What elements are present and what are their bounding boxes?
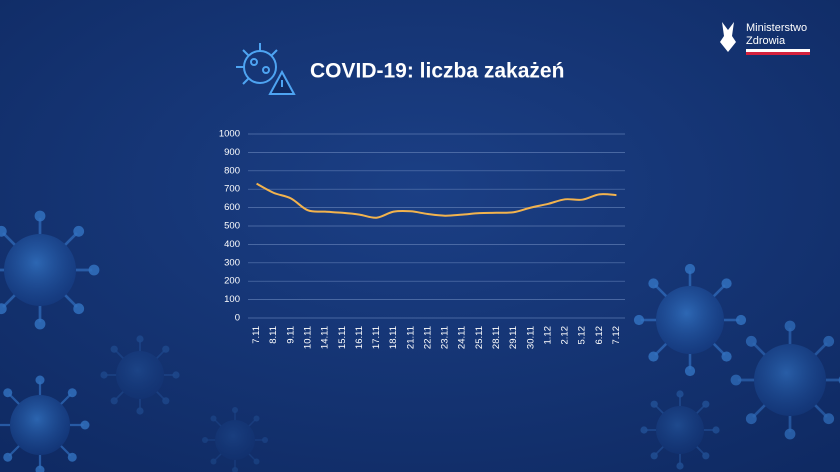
x-tick-label: 7.12 xyxy=(611,326,622,345)
x-tick-label: 8.11 xyxy=(268,326,279,344)
y-tick-label: 400 xyxy=(224,239,240,250)
data-line xyxy=(256,182,617,219)
x-tick-label: 7.11 xyxy=(251,326,262,344)
chart-title: COVID-19: liczba zakażeń xyxy=(310,60,564,83)
x-tick-label: 16.11 xyxy=(354,326,365,349)
title-icon xyxy=(236,43,296,95)
y-tick-label: 800 xyxy=(224,165,240,176)
x-tick-label: 18.11 xyxy=(388,326,399,349)
y-tick-label: 1000 xyxy=(219,129,240,140)
y-tick-label: 500 xyxy=(224,221,240,232)
logo-text: Zdrowia xyxy=(746,35,786,47)
x-tick-label: 21.11 xyxy=(405,326,416,349)
x-tick-label: 17.11 xyxy=(371,326,382,349)
x-tick-label: 23.11 xyxy=(440,326,451,349)
logo: Ministerstwo Zdrowia xyxy=(720,22,810,55)
x-tick-label: 24.11 xyxy=(457,326,468,349)
x-tick-label: 29.11 xyxy=(508,326,519,349)
x-tick-label: 15.11 xyxy=(337,326,348,349)
y-tick-label: 700 xyxy=(224,184,240,195)
x-tick-label: 5.12 xyxy=(577,326,588,345)
x-tick-label: 1.12 xyxy=(542,326,553,345)
y-tick-label: 200 xyxy=(224,276,240,287)
x-tick-label: 10.11 xyxy=(302,326,313,349)
x-tick-label: 30.11 xyxy=(525,326,536,349)
x-tick-label: 25.11 xyxy=(474,326,485,349)
x-tick-label: 22.11 xyxy=(422,326,433,349)
y-tick-label: 600 xyxy=(224,202,240,213)
x-tick-label: 6.12 xyxy=(594,326,605,345)
y-tick-label: 300 xyxy=(224,257,240,268)
x-tick-label: 14.11 xyxy=(320,326,331,349)
logo-text: Ministerstwo xyxy=(746,22,807,34)
y-tick-label: 900 xyxy=(224,147,240,158)
x-tick-label: 28.11 xyxy=(491,326,502,349)
y-tick-label: 0 xyxy=(235,313,240,324)
x-tick-label: 2.12 xyxy=(560,326,571,345)
y-tick-label: 100 xyxy=(224,294,240,305)
x-tick-label: 9.11 xyxy=(285,326,296,344)
